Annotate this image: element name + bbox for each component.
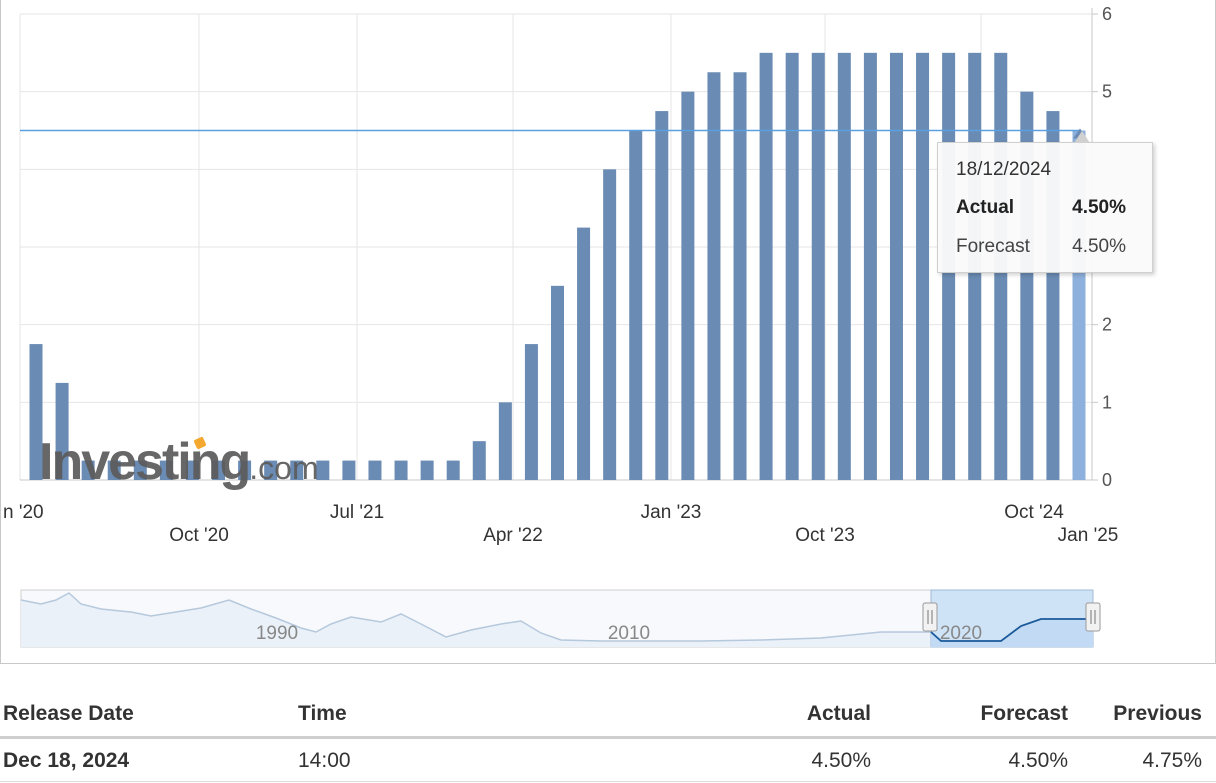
cell-previous: 4.75% bbox=[1082, 737, 1216, 782]
bar[interactable] bbox=[29, 344, 43, 480]
table-row: Dec 18, 2024 14:00 4.50% 4.50% 4.75% bbox=[0, 737, 1216, 782]
bar[interactable] bbox=[212, 460, 226, 480]
bar[interactable] bbox=[707, 72, 721, 480]
y-tick-label: 2 bbox=[1102, 315, 1112, 335]
bar[interactable] bbox=[811, 52, 825, 480]
y-tick-label: 1 bbox=[1102, 392, 1112, 412]
bar[interactable] bbox=[551, 285, 564, 480]
bar[interactable] bbox=[342, 460, 356, 480]
x-tick-label: Jul '21 bbox=[330, 502, 384, 523]
bar[interactable] bbox=[863, 52, 877, 480]
bar[interactable] bbox=[681, 91, 695, 481]
x-tick-label: Oct '24 bbox=[1004, 502, 1064, 523]
bar[interactable] bbox=[785, 52, 799, 480]
chart-panel: 0 1 2 5 6 n '20 Jul '21 Jan '23 Oct '24 Oct '20 Ap… bbox=[0, 0, 1216, 664]
bar[interactable] bbox=[889, 52, 903, 480]
cell-actual: 4.50% bbox=[698, 737, 885, 782]
data-tooltip: 18/12/2024 Actual 4.50% Forecast 4.50% bbox=[937, 131, 1153, 273]
tooltip-date: 18/12/2024 bbox=[956, 159, 1052, 180]
navigator-year-label: 1990 bbox=[256, 623, 298, 644]
navigator-year-label: 2020 bbox=[940, 623, 982, 644]
bar[interactable] bbox=[577, 227, 591, 480]
bar[interactable] bbox=[81, 460, 95, 480]
x-tick-label: Oct '20 bbox=[169, 525, 229, 546]
tooltip-forecast-row: Forecast 4.50% bbox=[956, 236, 1126, 258]
x-tick-label: Apr '22 bbox=[483, 525, 543, 546]
y-tick-label: 6 bbox=[1102, 4, 1112, 24]
bar[interactable] bbox=[290, 460, 304, 480]
bar[interactable] bbox=[759, 52, 773, 480]
bar[interactable] bbox=[316, 460, 330, 480]
col-time[interactable]: Time bbox=[295, 690, 698, 739]
navigator-history-line bbox=[20, 592, 931, 642]
bar[interactable] bbox=[603, 169, 617, 481]
bar[interactable] bbox=[733, 72, 747, 480]
tooltip-actual-value: 4.50% bbox=[1072, 197, 1126, 218]
tooltip-actual-label: Actual bbox=[956, 197, 1015, 218]
bar[interactable] bbox=[159, 460, 173, 480]
navigator-selection-line bbox=[930, 618, 1093, 642]
col-previous[interactable]: Previous bbox=[1082, 690, 1216, 739]
bar[interactable] bbox=[394, 460, 408, 480]
release-history-table: Release Date Time Actual Forecast Previo… bbox=[0, 690, 1216, 782]
bar[interactable] bbox=[107, 460, 121, 480]
col-release-date[interactable]: Release Date bbox=[0, 690, 295, 739]
x-tick-label: Jan '23 bbox=[641, 502, 702, 523]
bar[interactable] bbox=[837, 52, 851, 480]
bar[interactable] bbox=[916, 52, 930, 480]
rate-chart: 0 1 2 5 6 n '20 Jul '21 Jan '23 Oct '24 Oct '20 Ap… bbox=[3, 4, 1119, 648]
navigator-history-area bbox=[21, 593, 931, 647]
bar[interactable] bbox=[524, 344, 538, 480]
cell-release-date: Dec 18, 2024 bbox=[0, 737, 295, 782]
bar[interactable] bbox=[498, 402, 512, 480]
investing-watermark-logo: Investing.com bbox=[39, 433, 319, 491]
bar[interactable] bbox=[446, 460, 460, 480]
y-tick-label: 0 bbox=[1102, 470, 1112, 490]
tooltip-actual-row: Actual 4.50% bbox=[956, 197, 1126, 219]
navigator-left-handle-icon[interactable] bbox=[922, 602, 938, 632]
bar[interactable] bbox=[264, 460, 278, 480]
navigator-year-label: 2010 bbox=[608, 623, 650, 644]
bar[interactable] bbox=[185, 460, 199, 480]
bar[interactable] bbox=[238, 460, 252, 480]
tooltip-forecast-label: Forecast bbox=[956, 236, 1030, 257]
table-header-row: Release Date Time Actual Forecast Previo… bbox=[0, 690, 1216, 739]
cell-time: 14:00 bbox=[295, 737, 698, 782]
bar[interactable] bbox=[472, 441, 486, 480]
y-tick-label: 5 bbox=[1102, 82, 1112, 102]
x-tick-label: n '20 bbox=[3, 502, 44, 523]
x-tick-label: Jan '25 bbox=[1058, 525, 1119, 546]
tooltip-forecast-value: 4.50% bbox=[1072, 236, 1126, 257]
bar[interactable] bbox=[133, 460, 147, 480]
bar[interactable] bbox=[55, 382, 69, 480]
navigator-right-handle-icon[interactable] bbox=[1085, 602, 1101, 632]
tooltip-arrow-icon bbox=[1074, 131, 1090, 143]
bar[interactable] bbox=[368, 460, 382, 480]
col-forecast[interactable]: Forecast bbox=[885, 690, 1082, 739]
bar[interactable] bbox=[629, 130, 643, 481]
cell-forecast: 4.50% bbox=[885, 737, 1082, 782]
bar[interactable] bbox=[655, 111, 669, 480]
bar[interactable] bbox=[420, 460, 434, 480]
col-actual[interactable]: Actual bbox=[698, 690, 885, 739]
x-tick-label: Oct '23 bbox=[795, 525, 855, 546]
